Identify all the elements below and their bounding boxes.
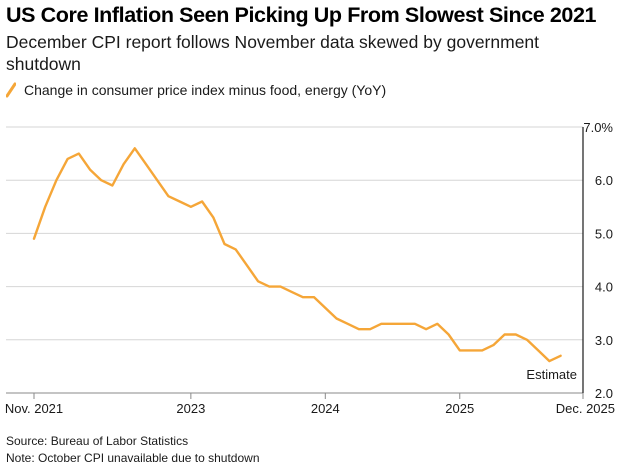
- x-tick-label: 2025: [445, 401, 474, 416]
- legend-label: Change in consumer price index minus foo…: [24, 82, 387, 98]
- legend-line-icon: [6, 82, 16, 98]
- footnote: Note: October CPI unavailable due to shu…: [6, 451, 260, 465]
- chart-title: US Core Inflation Seen Picking Up From S…: [6, 3, 597, 27]
- y-tick-label: 7.0%: [583, 120, 613, 135]
- y-tick-label: 2.0: [595, 386, 613, 401]
- x-tick-label: Nov. 2021: [5, 401, 63, 416]
- estimate-label: Estimate: [526, 367, 577, 382]
- y-tick-label: 6.0: [595, 173, 613, 188]
- x-tick-label: 2023: [176, 401, 205, 416]
- chart-subtitle: December CPI report follows November dat…: [6, 32, 540, 74]
- legend: Change in consumer price index minus foo…: [6, 82, 386, 98]
- series-line-core-cpi: [32, 147, 562, 363]
- y-tick-label: 5.0: [595, 226, 613, 241]
- x-tick-label: Dec. 2025: [556, 401, 615, 416]
- source-note: Source: Bureau of Labor Statistics: [6, 434, 189, 448]
- x-tick-label: 2024: [311, 401, 340, 416]
- y-tick-label: 3.0: [595, 333, 613, 348]
- y-tick-label: 4.0: [595, 280, 613, 295]
